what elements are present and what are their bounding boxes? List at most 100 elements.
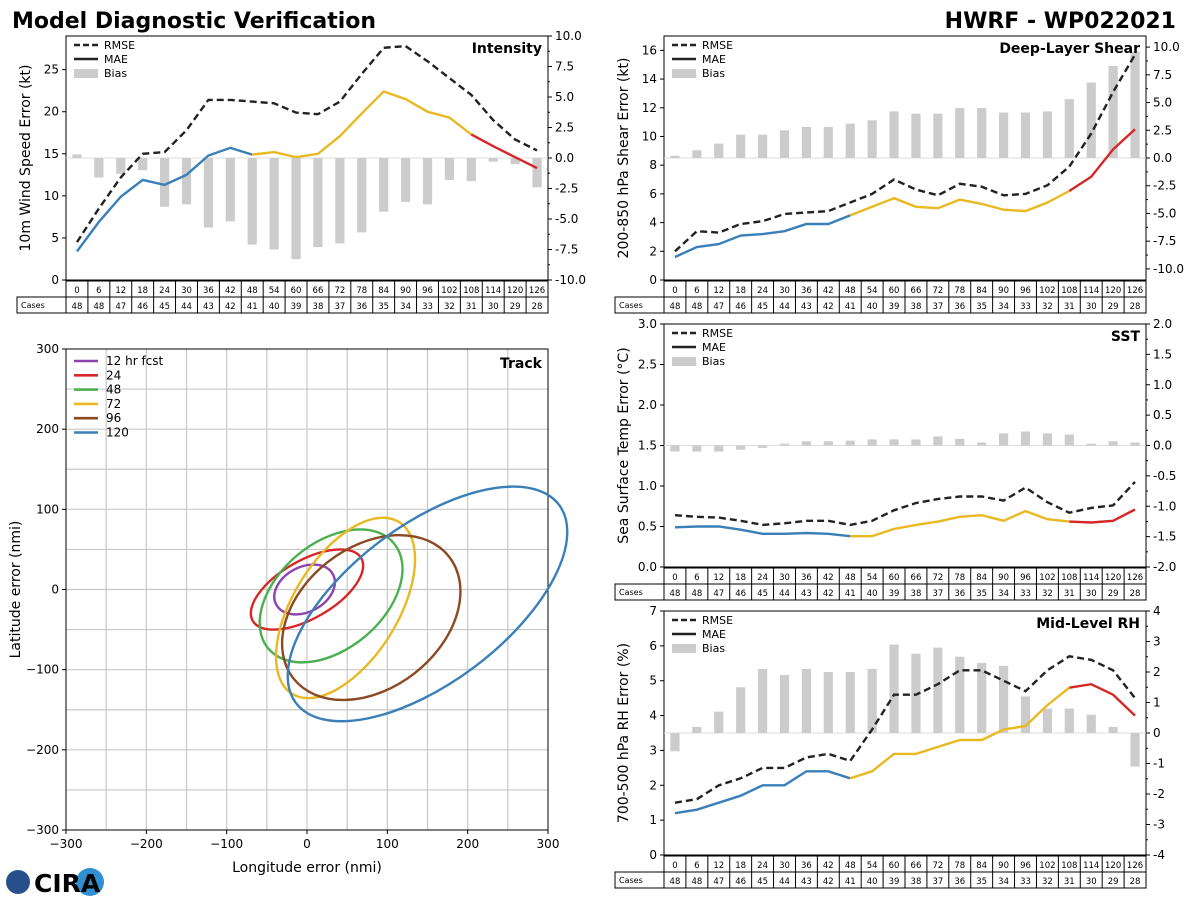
intensity-bias-tick-label: 10.0 [555,29,582,43]
shear-lead-time: 18 [735,286,746,296]
rh-lead-time: 48 [845,861,856,871]
rh-bias-tick-label: -4 [1153,848,1165,862]
rh-lead-time: 108 [1061,861,1077,871]
rh-case-count: 43 [801,877,812,887]
intensity-bias-bar [422,158,433,205]
rh-ytick-label: 3 [649,743,657,757]
sst-lead-time: 42 [823,573,834,583]
intensity-bias-tick-label: -5.0 [555,212,578,226]
sst-legend-bias-swatch [672,357,696,366]
rh-lead-time: 102 [1039,861,1055,871]
shear-bias-bar [1130,51,1140,159]
sst-lead-time: 120 [1105,573,1121,583]
intensity-case-count: 33 [422,302,433,312]
rh-bias-bar [1042,708,1053,733]
rh-bias-bar [955,656,965,733]
rh-ytick-label: 0 [649,848,657,862]
track-ellipse-1 [249,548,365,631]
rh-lead-time: 24 [757,861,768,871]
sst-lead-time: 114 [1083,573,1099,583]
shear-bias-bar [955,108,965,158]
rh-case-count: 44 [779,877,790,887]
rh-case-count: 48 [691,877,702,887]
rh-case-count: 46 [735,877,746,887]
sst-legend-bias: Bias [702,355,725,368]
shear-lead-time: 84 [976,286,987,296]
intensity-bias-bar [181,158,192,205]
intensity-case-count: 48 [93,302,104,312]
rh-lead-time: 30 [779,861,790,871]
shear-bias-tick-label: -7.5 [1153,234,1176,248]
sst-case-count: 44 [779,589,790,599]
rh-bias-bar [889,644,899,733]
rh-bias-tick-label: 2 [1153,665,1161,679]
track-xtick-label: 300 [537,837,560,851]
shear-lead-time: 126 [1127,286,1143,296]
intensity-bias-tick-label: -10.0 [555,273,586,287]
rh-bias-bar [977,662,987,733]
intensity-bias-bar [116,158,126,174]
shear-case-count: 34 [998,302,1009,312]
track-ellipse-0 [273,563,337,616]
intensity-bias-bar [357,158,367,233]
rh-ytick-label: 5 [649,674,657,688]
track-title: Track [500,356,543,372]
intensity-title: Intensity [472,41,542,57]
rh-lead-time: 54 [867,861,878,871]
rh-lead-time: 12 [713,861,724,871]
sst-lead-time: 78 [954,573,965,583]
sst-lead-time: 54 [867,573,878,583]
rh-case-count: 38 [911,877,922,887]
rh-case-count: 36 [954,877,965,887]
sst-bias-tick-label: 1.5 [1153,347,1172,361]
sst-case-count: 35 [976,589,987,599]
shear-cases-label: Cases [619,301,643,310]
shear-case-count: 33 [1020,302,1031,312]
sst-bias-bar [933,436,943,446]
intensity-lead-time: 12 [115,286,126,296]
intensity-lead-time: 126 [529,286,545,296]
shear-case-count: 47 [713,302,724,312]
rh-cases-label: Cases [619,876,643,885]
shear-mae-line [674,214,851,259]
intensity-bias-tick-label: -2.5 [555,182,578,196]
sst-lead-time: 36 [801,573,812,583]
rh-ytick-label: 1 [649,813,657,827]
sst-lead-time: 90 [998,573,1009,583]
sst-rmse-line [674,481,1136,527]
rh-lead-time: 114 [1083,861,1099,871]
shear-mae-line [849,189,1070,217]
intensity-bias-bar [488,158,498,162]
shear-bias-tick-label: -5.0 [1153,206,1176,220]
sst-lead-time: 12 [713,573,724,583]
sst-case-count: 34 [998,589,1009,599]
shear-case-count: 43 [801,302,812,312]
rh-case-count: 48 [670,877,681,887]
intensity-bias-bar [291,158,301,260]
track-ytick-label: −100 [26,663,59,677]
rh-bias-tick-label: 4 [1153,604,1161,618]
rh-case-count: 40 [867,877,878,887]
shear-ytick-label: 14 [642,72,657,86]
intensity-case-count: 45 [159,302,170,312]
logo-text: CIRA [34,869,101,898]
sst-case-count: 28 [1130,589,1141,599]
shear-bias-bar [911,113,921,158]
shear-case-count: 39 [889,302,900,312]
intensity-lead-time: 90 [400,286,411,296]
shear-case-count: 41 [845,302,856,312]
sst-case-count: 42 [823,589,834,599]
rh-bias-bar [845,672,855,733]
shear-case-count: 36 [954,302,965,312]
sst-case-count: 31 [1064,589,1075,599]
shear-bias-tick-label: -10.0 [1153,262,1184,276]
intensity-lead-time: 114 [485,286,501,296]
intensity-bias-bar [203,158,214,228]
intensity-ytick-label: 25 [44,63,59,77]
track-legend-label-3: 72 [106,397,121,411]
sst-bias-tick-label: 2.0 [1153,317,1172,331]
sst-bias-bar [670,445,680,452]
intensity-lead-time: 108 [463,286,479,296]
